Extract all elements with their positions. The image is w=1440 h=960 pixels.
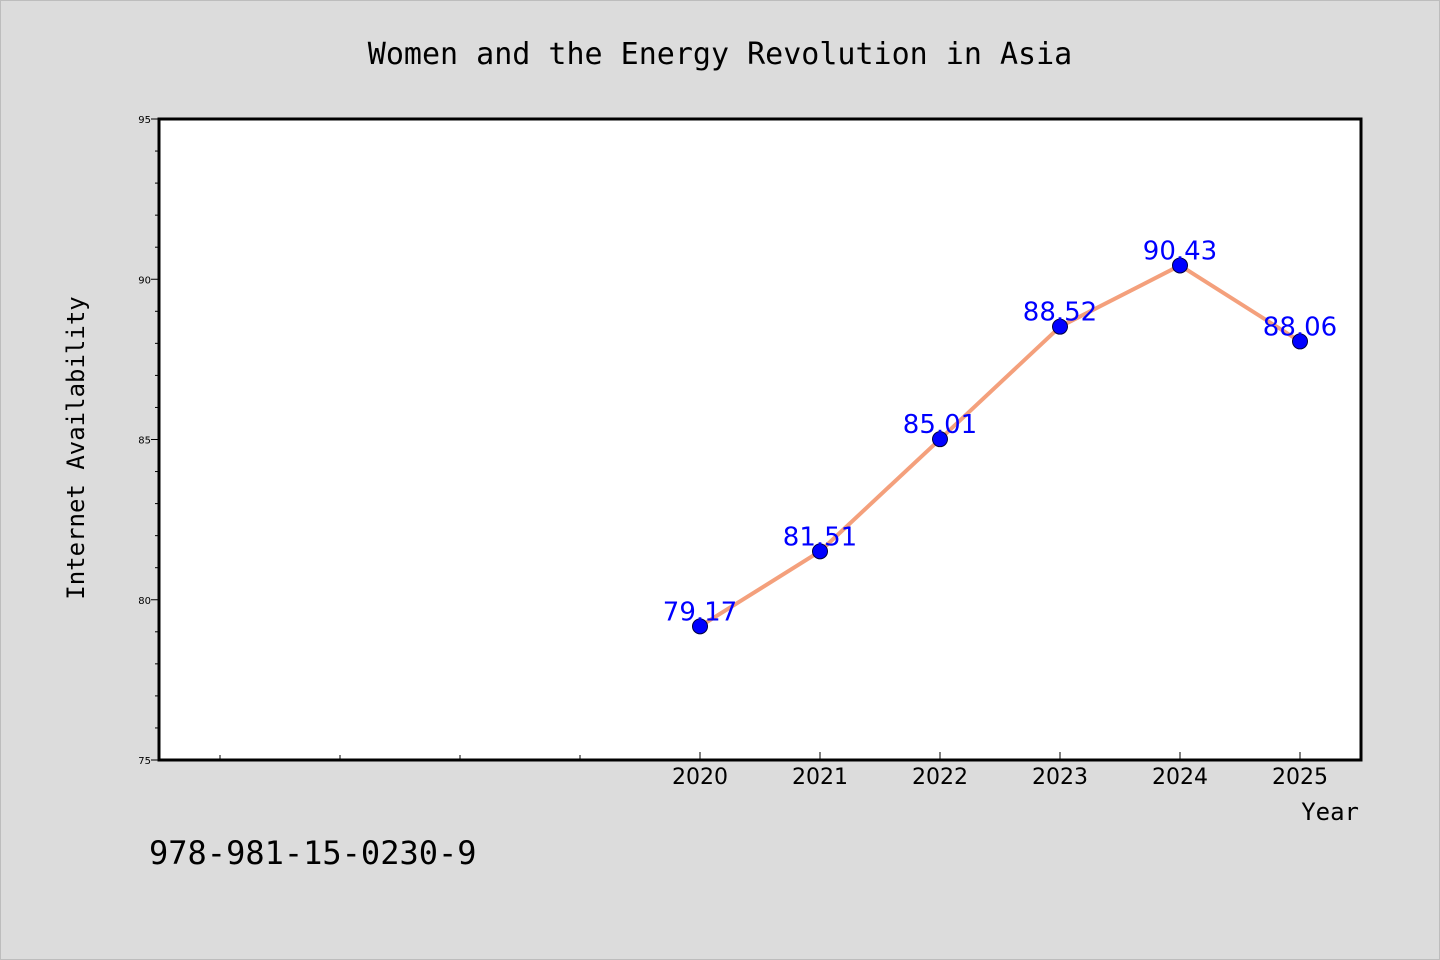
series-layer: 79.17 81.51 85.01 88.52 90.43 88.06 — [663, 236, 1337, 635]
data-point — [1292, 333, 1308, 350]
data-label: 81.51 — [783, 522, 857, 552]
y-tick-label: 90 — [138, 275, 151, 286]
data-label: 85.01 — [903, 410, 977, 440]
series-line — [698, 263, 1302, 629]
data-point — [812, 543, 828, 560]
isbn-text: 978-981-15-0230-9 — [149, 834, 477, 872]
y-tick-label: 95 — [138, 115, 151, 126]
data-point — [1172, 257, 1188, 274]
data-label: 88.52 — [1023, 298, 1097, 328]
y-axis: 75 80 85 90 95 — [138, 115, 159, 767]
data-label: 90.43 — [1143, 236, 1217, 266]
data-point — [1052, 318, 1068, 335]
x-tick-label: 2023 — [1032, 765, 1088, 790]
y-tick-label: 75 — [138, 756, 151, 767]
x-tick-label: 2022 — [912, 765, 968, 790]
x-tick-label: 2024 — [1152, 765, 1208, 790]
y-tick-label: 80 — [138, 596, 151, 607]
y-tick-label: 85 — [138, 436, 151, 447]
x-tick-label: 2020 — [672, 765, 728, 790]
chart-title: Women and the Energy Revolution in Asia — [368, 37, 1072, 72]
data-point — [692, 618, 708, 635]
data-label: 88.06 — [1263, 312, 1337, 342]
data-point — [932, 431, 948, 448]
x-tick-label: 2025 — [1272, 765, 1328, 790]
plot-area — [157, 117, 1363, 762]
x-tick-label: 2021 — [792, 765, 848, 790]
y-axis-label: Internet Availability — [62, 296, 90, 599]
x-axis-label: Year — [1301, 798, 1359, 826]
data-label: 79.17 — [663, 597, 737, 627]
x-axis: 2020 2021 2022 2023 2024 2025 — [219, 752, 1328, 790]
